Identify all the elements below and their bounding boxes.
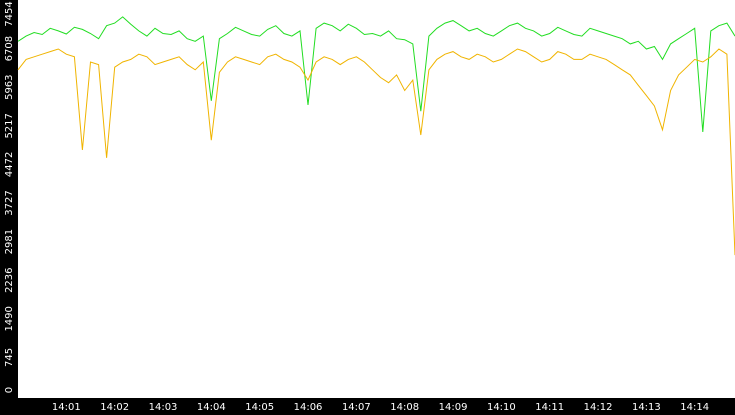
x-tick-label: 14:08 <box>390 402 419 413</box>
y-tick-label: 1490 <box>4 306 15 331</box>
y-tick-label: 2981 <box>4 229 15 254</box>
y-tick-label: 3727 <box>4 190 15 215</box>
x-tick-label: 14:03 <box>149 402 178 413</box>
y-tick-label: 745 <box>4 348 15 367</box>
x-tick-label: 14:13 <box>632 402 661 413</box>
y-tick-label: 7454 <box>4 1 15 26</box>
y-tick-label: 5217 <box>4 113 15 138</box>
x-tick-label: 14:04 <box>197 402 226 413</box>
line-series <box>17 16 735 132</box>
y-tick-label: 5963 <box>4 74 15 99</box>
x-tick-label: 14:05 <box>245 402 274 413</box>
y-tick-label: 4472 <box>4 152 15 177</box>
x-tick-label: 14:02 <box>100 402 129 413</box>
y-tick-label: 6708 <box>4 36 15 61</box>
y-tick-label: 0 <box>4 387 15 393</box>
x-tick-label: 14:01 <box>52 402 81 413</box>
x-tick-label: 14:07 <box>342 402 371 413</box>
y-tick-label: 2236 <box>4 267 15 292</box>
y-axis-bar <box>0 0 18 415</box>
line-series <box>17 48 735 256</box>
x-tick-label: 14:09 <box>439 402 468 413</box>
x-tick-label: 14:10 <box>487 402 516 413</box>
x-tick-label: 14:12 <box>584 402 613 413</box>
x-tick-label: 14:11 <box>535 402 564 413</box>
x-tick-label: 14:14 <box>680 402 709 413</box>
x-tick-label: 14:06 <box>294 402 323 413</box>
x-axis-bar <box>0 398 735 415</box>
